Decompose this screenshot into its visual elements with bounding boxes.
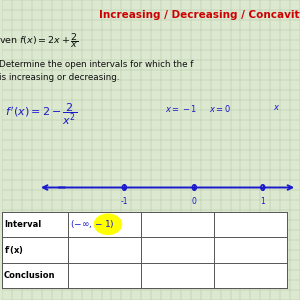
Text: Determine the open intervals for which the f
is increasing or decreasing.: Determine the open intervals for which t… <box>0 60 194 82</box>
Text: 1: 1 <box>260 197 265 206</box>
Bar <box>2 212 286 288</box>
Text: Interval: Interval <box>4 220 41 229</box>
Text: Increasing / Decreasing / Concavity: Increasing / Decreasing / Concavity <box>99 11 300 20</box>
Text: $f\,^{\prime}(x) = 2 - \dfrac{2}{x^2}$: $f\,^{\prime}(x) = 2 - \dfrac{2}{x^2}$ <box>5 102 78 127</box>
Text: 0: 0 <box>192 197 197 206</box>
Text: ven $f(x) = 2x + \dfrac{2}{x}$: ven $f(x) = 2x + \dfrac{2}{x}$ <box>0 32 79 50</box>
Text: Conclusion: Conclusion <box>4 271 55 280</box>
Text: $(-\infty, -1)$: $(-\infty, -1)$ <box>70 218 115 230</box>
Text: $x$: $x$ <box>273 103 280 112</box>
Text: -1: -1 <box>121 197 128 206</box>
Text: $\bf{f'(x)}$: $\bf{f'(x)}$ <box>4 244 24 256</box>
Text: $x = -1$: $x = -1$ <box>165 103 197 115</box>
Text: $x = 0$: $x = 0$ <box>208 103 231 115</box>
Ellipse shape <box>94 213 122 235</box>
